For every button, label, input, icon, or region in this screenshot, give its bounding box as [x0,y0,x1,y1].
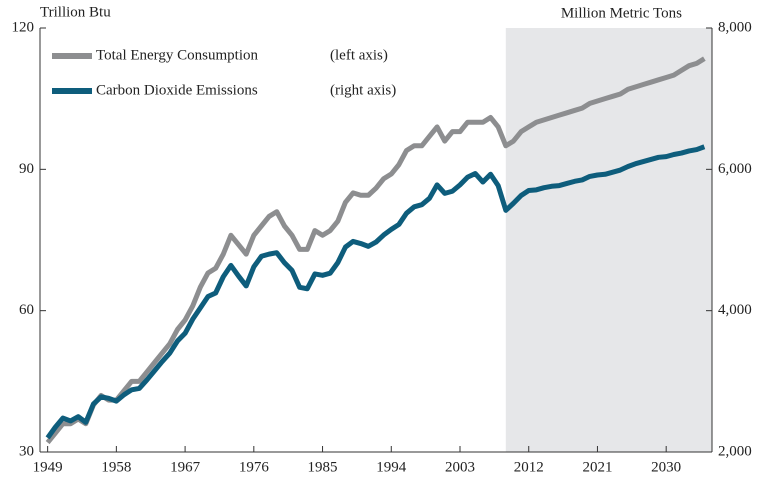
projection-shade [505,28,712,452]
legend-note: (right axis) [330,82,396,98]
y-tick-label: 90 [19,161,34,177]
y2-tick-label: 6,000 [718,161,752,177]
x-tick-label: 2012 [514,459,544,475]
series-line [45,56,706,445]
x-tick-label: 1949 [33,459,63,475]
legend-label: Total Energy Consumption [96,47,258,63]
y-tick-label: 30 [19,443,34,459]
y2-tick-label: 2,000 [718,443,752,459]
y2-axis-label: Million Metric Tons [561,5,682,21]
x-tick-label: 1967 [170,459,201,475]
x-tick-label: 1976 [239,459,270,475]
y-axis-label: Trillion Btu [40,4,111,20]
y-tick-label: 60 [19,302,34,318]
x-tick-label: 1985 [308,459,338,475]
x-tick-label: 1958 [101,459,131,475]
y-tick-label: 120 [12,19,35,35]
x-tick-label: 2003 [445,459,475,475]
y2-tick-label: 8,000 [718,19,752,35]
x-tick-label: 2021 [582,459,612,475]
y2-tick-label: 4,000 [718,302,752,318]
legend-note: (left axis) [330,47,388,63]
legend-label: Carbon Dioxide Emissions [96,82,258,98]
series-line [45,144,706,440]
x-tick-label: 1994 [376,459,407,475]
x-tick-label: 2030 [651,459,681,475]
